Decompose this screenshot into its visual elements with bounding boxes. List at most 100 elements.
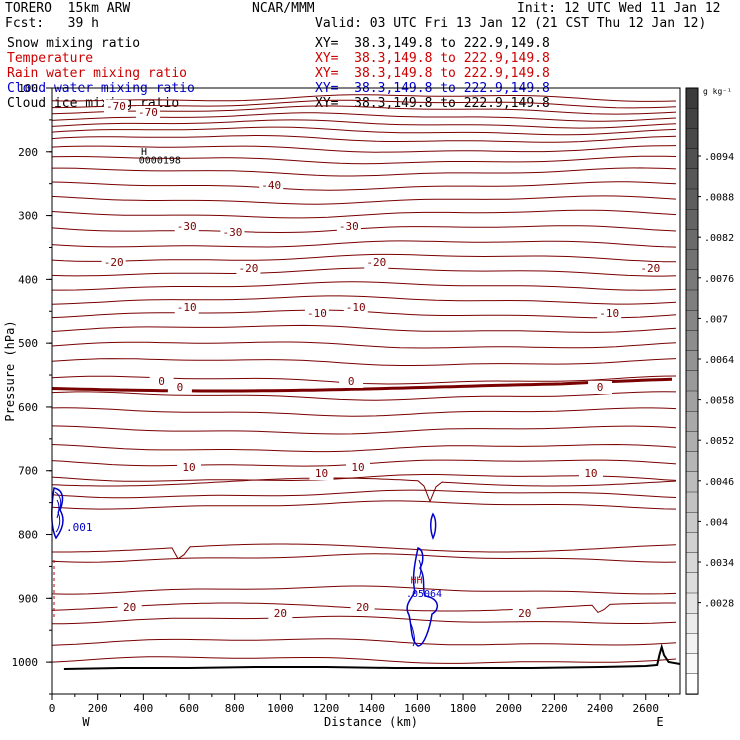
colorbar-segment — [685, 633, 699, 655]
isotherm-label: -70 — [138, 106, 158, 119]
annotation-label: 0000198 — [139, 155, 181, 166]
field-xy: XY= 38.3,149.8 to 222.9,149.8 — [315, 51, 550, 66]
isotherm-line — [51, 295, 677, 305]
isotherm-label-bg — [336, 220, 361, 233]
y-tick-label: 900 — [18, 592, 38, 605]
colorbar-segment — [685, 148, 699, 170]
colorbar-label: .0082 — [704, 233, 734, 244]
colorbar-label: .0094 — [704, 152, 734, 163]
colorbar-segment — [685, 491, 699, 513]
colorbar-label: .004 — [704, 517, 728, 528]
west-label: W — [82, 715, 90, 729]
field-xy: XY= 38.3,149.8 to 222.9,149.8 — [315, 36, 550, 51]
isotherm-label: -20 — [640, 262, 660, 275]
colorbar-segment — [685, 289, 699, 311]
y-tick-label: 600 — [18, 401, 38, 414]
colorbar-segment — [685, 552, 699, 574]
colorbar-segment — [685, 208, 699, 231]
isotherm-label: 20 — [123, 601, 136, 614]
isotherm-label-bg — [101, 256, 126, 269]
center-label: NCAR/MMM — [252, 1, 315, 16]
isotherm-label: 10 — [351, 461, 364, 474]
isotherm-line — [51, 638, 677, 646]
isotherm-label-bg — [177, 461, 202, 474]
x-tick-label: 0 — [49, 702, 56, 715]
isotherm-label: -20 — [238, 262, 258, 275]
colorbar-segment — [685, 613, 699, 635]
isotherm-label-bg — [259, 179, 284, 192]
isotherm-label: 0 — [597, 381, 604, 394]
isotherm-label: 0 — [348, 375, 355, 388]
x-tick-label: 1400 — [358, 702, 385, 715]
colorbar-label: .0028 — [704, 599, 734, 610]
field-xy: XY= 38.3,149.8 to 222.9,149.8 — [315, 96, 550, 111]
isotherm-label-bg — [350, 601, 375, 614]
colorbar-frame — [685, 87, 699, 695]
x-tick-label: 2200 — [541, 702, 568, 715]
field-name: Rain water mixing ratio — [7, 66, 188, 81]
isotherm-label: -70 — [106, 100, 126, 113]
colorbar: .0094 .0088 .0082 .0076 .007 .0064 .0058 .0052.… — [685, 87, 734, 695]
x-tick-label: 2400 — [587, 702, 614, 715]
isotherm-line — [51, 477, 677, 503]
isotherm-line — [51, 489, 677, 499]
isotherm-line — [51, 119, 677, 129]
isotherm-line — [51, 500, 677, 510]
isotherm-label-bg — [304, 307, 329, 320]
isotherm-line — [52, 543, 677, 560]
colorbar-segment — [685, 128, 699, 150]
isotherm-label: -10 — [599, 307, 619, 320]
isotherm-label: 10 — [182, 461, 195, 474]
isotherm-line — [51, 324, 677, 333]
isotherm-line — [51, 474, 677, 482]
field-name: Snow mixing ratio — [7, 36, 141, 51]
isotherm-line — [52, 615, 677, 625]
isotherm-label-bg — [339, 375, 364, 388]
isotherm-label: -20 — [366, 256, 386, 269]
x-tick-label: 400 — [133, 702, 153, 715]
isotherm-label-bg — [309, 467, 334, 480]
east-label: E — [656, 715, 663, 729]
isotherm-label-bg — [578, 467, 603, 480]
isotherm-label-bg — [174, 301, 199, 314]
isotherm-label: 20 — [518, 607, 531, 620]
colorbar-label: .0058 — [704, 396, 734, 407]
isotherm-label-bg — [149, 375, 174, 388]
x-tick-label: 2600 — [632, 702, 659, 715]
isotherm-label: 20 — [274, 607, 287, 620]
isotherm-label-bg — [512, 607, 537, 620]
valid-label: Valid: 03 UTC Fri 13 Jan 12 (21 CST Thu … — [315, 16, 707, 31]
colorbar-label: .0046 — [704, 477, 734, 488]
terrain-line — [63, 643, 681, 670]
isotherm-label: 10 — [584, 467, 597, 480]
isotherm-label-bg — [346, 461, 371, 474]
y-axis-label: Pressure (hPa) — [3, 320, 17, 421]
isotherm-label-bg — [236, 262, 261, 275]
isotherm-label-bg — [174, 220, 199, 233]
colorbar-segment — [685, 330, 699, 352]
isotherm-label-bg — [343, 301, 368, 314]
colorbar-segment — [685, 592, 699, 614]
isotherm-label: 0 — [158, 375, 165, 388]
isotherm-line — [51, 407, 677, 417]
colorbar-segment — [685, 411, 699, 433]
isotherm-label: -30 — [339, 220, 359, 233]
isotherm-label: -20 — [104, 256, 124, 269]
isotherm-line — [51, 267, 677, 277]
init-label: Init: 12 UTC Wed 11 Jan 12 — [517, 1, 721, 16]
isotherm-label: 0 — [177, 381, 184, 394]
isotherm-line — [51, 443, 677, 453]
y-tick-label: 200 — [18, 146, 38, 159]
colorbar-segment — [685, 653, 699, 675]
isotherm-label: -10 — [307, 307, 327, 320]
x-tick-label: 1600 — [404, 702, 431, 715]
isotherm-label-bg — [117, 601, 142, 614]
x-tick-label: 800 — [225, 702, 245, 715]
isotherm-line — [51, 553, 677, 563]
colorbar-segment — [685, 370, 699, 392]
isotherm-line — [51, 240, 677, 248]
colorbar-label: .0034 — [704, 558, 734, 569]
field-xy: XY= 38.3,149.8 to 222.9,149.8 — [315, 66, 550, 81]
isotherm-line — [51, 391, 677, 401]
